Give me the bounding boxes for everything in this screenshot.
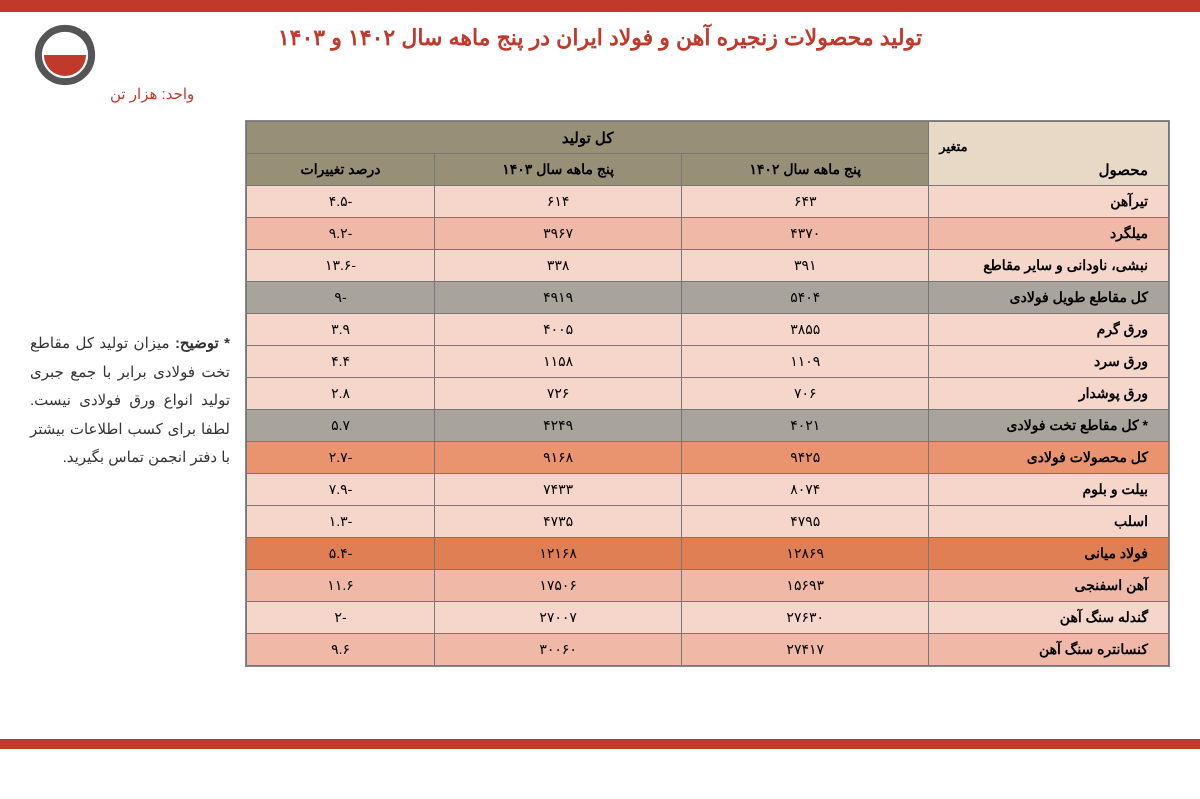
- note-label: * توضیح:: [175, 335, 230, 352]
- table-row: ورق سرد۱۱۰۹۱۱۵۸۴.۴: [247, 346, 1169, 378]
- table-row: گندله سنگ آهن۲۷۶۳۰۲۷۰۰۷-۲: [247, 602, 1169, 634]
- value-1402: ۱۵۶۹۳: [682, 570, 929, 602]
- product-cell: اسلب: [929, 506, 1169, 538]
- value-1402: ۲۷۴۱۷: [682, 634, 929, 666]
- production-table: متغیر محصول کل تولید پنج ماهه سال ۱۴۰۲ پ…: [246, 121, 1169, 666]
- value-1402: ۳۹۱: [682, 250, 929, 282]
- value-1403: ۳۹۶۷: [435, 218, 682, 250]
- pct-change: ۹.۶: [247, 634, 435, 666]
- value-1403: ۳۰۰۶۰: [435, 634, 682, 666]
- col-pct: درصد تغییرات: [247, 154, 435, 186]
- value-1402: ۵۴۰۴: [682, 282, 929, 314]
- value-1403: ۱۷۵۰۶: [435, 570, 682, 602]
- value-1403: ۴۲۴۹: [435, 410, 682, 442]
- pct-change: -۴.۵: [247, 186, 435, 218]
- value-1403: ۳۳۸: [435, 250, 682, 282]
- value-1403: ۶۱۴: [435, 186, 682, 218]
- pct-change: -۹: [247, 282, 435, 314]
- table-row: بیلت و بلوم۸۰۷۴۷۴۳۳-۷.۹: [247, 474, 1169, 506]
- corner-var: متغیر: [939, 139, 1148, 155]
- pct-change: -۲: [247, 602, 435, 634]
- value-1402: ۴۰۲۱: [682, 410, 929, 442]
- pct-change: ۲.۸: [247, 378, 435, 410]
- table-row: * کل مقاطع تخت فولادی۴۰۲۱۴۲۴۹۵.۷: [247, 410, 1169, 442]
- value-1403: ۱۱۵۸: [435, 346, 682, 378]
- pct-change: -۱.۳: [247, 506, 435, 538]
- value-1403: ۴۹۱۹: [435, 282, 682, 314]
- product-cell: * کل مقاطع تخت فولادی: [929, 410, 1169, 442]
- pct-change: ۴.۴: [247, 346, 435, 378]
- product-cell: آهن اسفنجی: [929, 570, 1169, 602]
- product-cell: نبشی، ناودانی و سایر مقاطع: [929, 250, 1169, 282]
- corner-prod: محصول: [939, 161, 1148, 179]
- value-1402: ۴۷۹۵: [682, 506, 929, 538]
- super-header: کل تولید: [247, 122, 929, 154]
- content-area: متغیر محصول کل تولید پنج ماهه سال ۱۴۰۲ پ…: [30, 120, 1170, 667]
- value-1402: ۹۴۲۵: [682, 442, 929, 474]
- bottom-accent-bar: [0, 739, 1200, 749]
- table-row: نبشی، ناودانی و سایر مقاطع۳۹۱۳۳۸-۱۳.۶: [247, 250, 1169, 282]
- value-1403: ۷۲۶: [435, 378, 682, 410]
- table-row: تیرآهن۶۴۳۶۱۴-۴.۵: [247, 186, 1169, 218]
- value-1402: ۴۳۷۰: [682, 218, 929, 250]
- product-cell: فولاد میانی: [929, 538, 1169, 570]
- pct-change: -۹.۲: [247, 218, 435, 250]
- header: تولید محصولات زنجیره آهن و فولاد ایران د…: [0, 25, 1200, 51]
- table-row: ورق گرم۳۸۵۵۴۰۰۵۳.۹: [247, 314, 1169, 346]
- value-1402: ۷۰۶: [682, 378, 929, 410]
- table-row: فولاد میانی۱۲۸۶۹۱۲۱۶۸-۵.۴: [247, 538, 1169, 570]
- value-1403: ۷۴۳۳: [435, 474, 682, 506]
- table-row: آهن اسفنجی۱۵۶۹۳۱۷۵۰۶۱۱.۶: [247, 570, 1169, 602]
- product-cell: ورق سرد: [929, 346, 1169, 378]
- pct-change: ۵.۷: [247, 410, 435, 442]
- table-row: اسلب۴۷۹۵۴۷۳۵-۱.۳: [247, 506, 1169, 538]
- pct-change: -۲.۷: [247, 442, 435, 474]
- value-1402: ۳۸۵۵: [682, 314, 929, 346]
- value-1403: ۲۷۰۰۷: [435, 602, 682, 634]
- page-title: تولید محصولات زنجیره آهن و فولاد ایران د…: [30, 25, 1170, 51]
- value-1402: ۶۴۳: [682, 186, 929, 218]
- table-row: ورق پوشدار۷۰۶۷۲۶۲.۸: [247, 378, 1169, 410]
- table-row: کل مقاطع طویل فولادی۵۴۰۴۴۹۱۹-۹: [247, 282, 1169, 314]
- data-table-container: متغیر محصول کل تولید پنج ماهه سال ۱۴۰۲ پ…: [245, 120, 1170, 667]
- product-cell: کنسانتره سنگ آهن: [929, 634, 1169, 666]
- value-1402: ۱۲۸۶۹: [682, 538, 929, 570]
- value-1403: ۴۰۰۵: [435, 314, 682, 346]
- col-1402: پنج ماهه سال ۱۴۰۲: [682, 154, 929, 186]
- value-1402: ۸۰۷۴: [682, 474, 929, 506]
- col-1403: پنج ماهه سال ۱۴۰۳: [435, 154, 682, 186]
- product-cell: کل مقاطع طویل فولادی: [929, 282, 1169, 314]
- pct-change: ۳.۹: [247, 314, 435, 346]
- product-cell: ورق پوشدار: [929, 378, 1169, 410]
- value-1403: ۱۲۱۶۸: [435, 538, 682, 570]
- value-1402: ۲۷۶۳۰: [682, 602, 929, 634]
- product-cell: تیرآهن: [929, 186, 1169, 218]
- value-1403: ۴۷۳۵: [435, 506, 682, 538]
- note-box: * توضیح: میزان تولید کل مقاطع تخت فولادی…: [30, 120, 230, 667]
- logo-icon: [30, 20, 100, 90]
- table-row: میلگرد۴۳۷۰۳۹۶۷-۹.۲: [247, 218, 1169, 250]
- corner-header: متغیر محصول: [929, 122, 1169, 186]
- product-cell: میلگرد: [929, 218, 1169, 250]
- product-cell: ورق گرم: [929, 314, 1169, 346]
- table-row: کل محصولات فولادی۹۴۲۵۹۱۶۸-۲.۷: [247, 442, 1169, 474]
- header-row-1: متغیر محصول کل تولید: [247, 122, 1169, 154]
- table-row: کنسانتره سنگ آهن۲۷۴۱۷۳۰۰۶۰۹.۶: [247, 634, 1169, 666]
- value-1402: ۱۱۰۹: [682, 346, 929, 378]
- pct-change: -۵.۴: [247, 538, 435, 570]
- note-body: میزان تولید کل مقاطع تخت فولادی برابر با…: [30, 335, 230, 466]
- product-cell: بیلت و بلوم: [929, 474, 1169, 506]
- unit-label: واحد: هزار تن: [110, 85, 194, 103]
- product-cell: گندله سنگ آهن: [929, 602, 1169, 634]
- pct-change: -۷.۹: [247, 474, 435, 506]
- top-accent-bar: [0, 0, 1200, 12]
- product-cell: کل محصولات فولادی: [929, 442, 1169, 474]
- value-1403: ۹۱۶۸: [435, 442, 682, 474]
- pct-change: -۱۳.۶: [247, 250, 435, 282]
- table-body: تیرآهن۶۴۳۶۱۴-۴.۵میلگرد۴۳۷۰۳۹۶۷-۹.۲نبشی، …: [247, 186, 1169, 666]
- pct-change: ۱۱.۶: [247, 570, 435, 602]
